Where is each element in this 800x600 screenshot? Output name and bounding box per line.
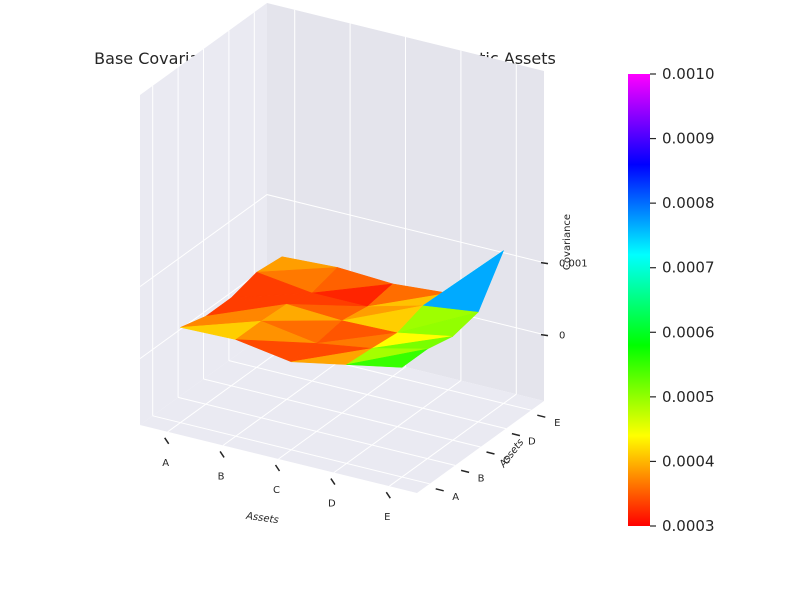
floor-grid-y (228, 360, 507, 430)
y-tick-mark (435, 488, 444, 492)
z-tick-label: 0 (559, 331, 565, 342)
y-tick-label: E (554, 418, 560, 429)
colorbar-tick-label: 0.0008 (662, 194, 715, 212)
z-tick-mark (540, 261, 549, 265)
floor-grid-x (333, 380, 462, 474)
x-tick-label: E (384, 512, 390, 523)
colorbar-tick-label: 0.0006 (662, 323, 715, 341)
colorbar-tick-label: 0.0005 (662, 388, 715, 406)
y-tick-mark (486, 451, 495, 455)
colorbar-tick-label: 0.0003 (662, 517, 715, 535)
y-tick-label: B (478, 473, 485, 484)
y-tick-mark (537, 414, 546, 418)
x-tick-mark (274, 464, 281, 472)
y-tick-mark (511, 432, 521, 437)
x-tick-mark (164, 437, 170, 445)
colorbar-gradient (628, 74, 650, 526)
floor-grid-x (389, 393, 517, 487)
colorbar-tick-label: 0.0010 (662, 65, 715, 83)
colorbar-tick-label: 0.0009 (662, 130, 715, 148)
y-axis-label: Assets (497, 437, 526, 470)
colorbar-tick-label: 0.0007 (662, 259, 715, 277)
x-tick-mark (219, 450, 225, 458)
x-tick-mark (330, 478, 336, 486)
x-tick-mark (385, 491, 391, 499)
y-tick-label: D (528, 437, 536, 448)
z-grid-line (139, 194, 545, 288)
surface-facet (346, 348, 428, 368)
y-tick-mark (460, 469, 470, 474)
x-tick-label: C (273, 485, 280, 496)
z-tick-mark (540, 333, 549, 337)
colorbar-tick-label: 0.0004 (662, 452, 715, 470)
floor-grid-y (203, 378, 481, 448)
x-axis-label: Assets (244, 511, 279, 527)
x-tick-label: B (218, 471, 225, 482)
colorbar: 0.0003 0.0004 0.0005 0.0006 0.0007 0.0008 0.00… (628, 65, 715, 535)
x-tick-label: A (162, 458, 169, 469)
y-tick-label: A (452, 492, 459, 503)
z-axis-label: Covariance (562, 214, 573, 270)
x-tick-label: D (328, 499, 336, 510)
z-tick-label: 0.001 (559, 259, 588, 270)
y-tick-label: C (503, 455, 510, 466)
